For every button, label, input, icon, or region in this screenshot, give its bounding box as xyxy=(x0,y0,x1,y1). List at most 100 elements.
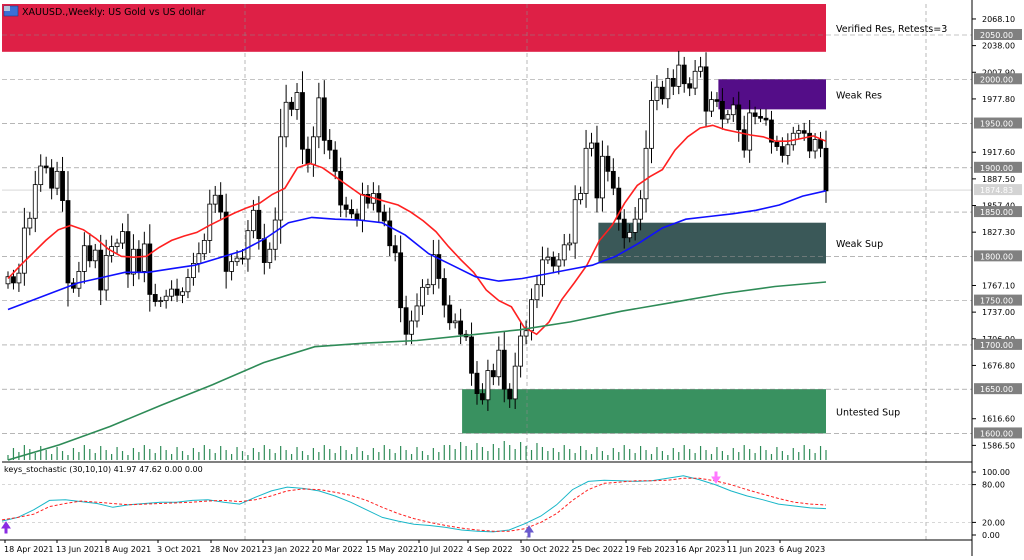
candle xyxy=(616,187,622,220)
candle xyxy=(589,142,594,149)
price-tick-label: 1676.80 xyxy=(982,361,1015,370)
untested-sup-zone xyxy=(462,389,826,434)
flag-icon-canton xyxy=(4,6,10,11)
candle xyxy=(818,139,823,149)
candle xyxy=(703,66,709,112)
candle xyxy=(474,372,480,394)
candle xyxy=(687,83,693,89)
current-price-tag xyxy=(974,184,1022,196)
candle xyxy=(550,256,556,267)
candle xyxy=(807,132,813,152)
stoch-tick-label: 20.00 xyxy=(982,518,1005,527)
candle xyxy=(141,243,147,272)
candle xyxy=(567,242,573,246)
candle xyxy=(245,230,251,260)
weak-res-zone xyxy=(718,79,826,110)
candle xyxy=(196,253,202,264)
candle xyxy=(261,238,267,263)
candle xyxy=(610,170,616,189)
candle xyxy=(327,139,333,151)
candle xyxy=(32,184,38,219)
candle xyxy=(212,194,218,205)
candle xyxy=(185,277,191,293)
level-tag xyxy=(974,427,1022,439)
candle xyxy=(381,211,387,222)
time-tick-label: 4 Sep 2022 xyxy=(467,545,513,554)
candle xyxy=(392,245,398,254)
candle xyxy=(54,170,60,189)
level-tag xyxy=(974,250,1022,262)
price-tick-label: 2068.10 xyxy=(982,15,1015,24)
weak-res-zone-label: Weak Res xyxy=(836,90,882,101)
candle xyxy=(692,70,698,89)
candle xyxy=(441,278,447,306)
candle xyxy=(283,101,289,138)
candle xyxy=(267,248,273,263)
level-tag-label: 1900.00 xyxy=(980,164,1013,173)
candle xyxy=(709,99,714,112)
candle xyxy=(594,142,600,199)
candle xyxy=(92,249,98,262)
candle xyxy=(191,263,196,279)
candle xyxy=(387,220,393,247)
candle xyxy=(790,132,796,146)
candle xyxy=(76,271,82,289)
time-tick-label: 28 Nov 2021 xyxy=(210,545,261,554)
candle xyxy=(698,66,703,72)
candle xyxy=(43,165,49,169)
time-tick-label: 30 Oct 2022 xyxy=(520,545,569,554)
verified-res-zone-label: Verified Res, Retests=3 xyxy=(836,24,947,35)
level-tag-label: 1850.00 xyxy=(980,208,1013,217)
candle xyxy=(125,231,131,275)
candle xyxy=(529,299,534,332)
candle xyxy=(174,288,180,296)
ma-fast-line xyxy=(7,124,827,336)
price-tick-label: 1737.00 xyxy=(982,308,1015,317)
candle xyxy=(430,254,436,286)
candle xyxy=(305,148,311,165)
candle xyxy=(376,193,382,213)
candle xyxy=(180,291,185,296)
candle xyxy=(540,259,545,286)
candle xyxy=(747,112,753,151)
candle xyxy=(81,245,87,272)
level-tag-label: 2000.00 xyxy=(980,75,1013,84)
candle xyxy=(223,211,229,272)
time-tick-label: 25 Dec 2022 xyxy=(572,545,623,554)
stoch-tick-label: 100.00 xyxy=(982,468,1010,477)
candle xyxy=(343,204,349,210)
candle xyxy=(676,64,682,87)
candle xyxy=(774,141,780,147)
time-tick-label: 19 Feb 2023 xyxy=(625,545,675,554)
candle xyxy=(812,139,818,152)
candle xyxy=(534,284,540,301)
candle xyxy=(163,295,169,302)
candle xyxy=(136,248,142,272)
candle xyxy=(147,243,153,295)
price-tick-label: 1827.30 xyxy=(982,228,1015,237)
candle xyxy=(523,330,529,337)
candle xyxy=(27,217,33,229)
candle xyxy=(250,209,256,232)
candle xyxy=(632,218,638,233)
level-tag xyxy=(974,73,1022,85)
level-tag xyxy=(974,28,1022,40)
price-tick-label: 2007.90 xyxy=(982,68,1015,77)
verified-res-zone xyxy=(2,4,826,52)
candle xyxy=(87,245,93,262)
level-tag-label: 1800.00 xyxy=(980,252,1013,261)
candle xyxy=(403,307,409,335)
candle xyxy=(763,117,769,121)
candle xyxy=(501,349,507,390)
level-tag-label: 1700.00 xyxy=(980,341,1013,350)
stoch-tick-label: 80.00 xyxy=(982,481,1005,490)
candle xyxy=(545,256,551,261)
candle xyxy=(114,242,120,248)
candle xyxy=(681,64,687,85)
candle xyxy=(730,104,736,116)
time-tick-label: 15 May 2022 xyxy=(366,545,418,554)
candle xyxy=(654,86,660,101)
candle xyxy=(278,136,284,221)
